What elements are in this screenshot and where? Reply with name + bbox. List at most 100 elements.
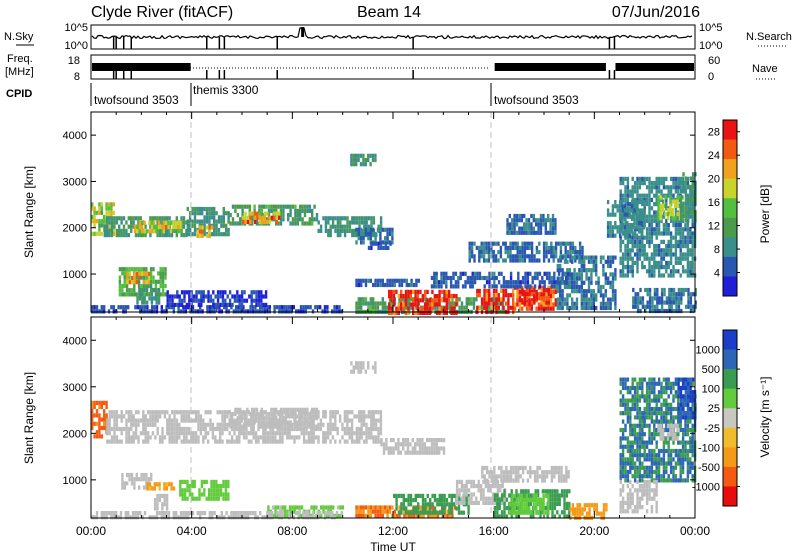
nsky-spike bbox=[301, 27, 305, 37]
power-region-30 bbox=[606, 200, 646, 238]
power-colorbar: 4 8 12 16 20 24 28 bbox=[708, 119, 740, 297]
velocity-y-axis: 1000 2000 3000 4000 bbox=[63, 335, 695, 487]
power-region-3 bbox=[186, 206, 230, 237]
time-axis-labels: 00:00 04:00 08:00 12:00 16:00 20:00 00:00 bbox=[76, 524, 710, 538]
power-y-axis: 1000 2000 3000 4000 bbox=[63, 130, 695, 281]
beam-label: Beam 14 bbox=[357, 4, 421, 21]
power-colorbar-tick-label-6: 28 bbox=[708, 127, 720, 139]
power-region-25 bbox=[350, 153, 377, 167]
velocity-colorbar-swatch-6 bbox=[723, 447, 737, 468]
velocity-region-15 bbox=[481, 465, 570, 483]
velocity-colorbar-swatch-2 bbox=[723, 369, 737, 390]
power-region-2 bbox=[133, 220, 182, 234]
freq-tick-top: 18 bbox=[68, 55, 80, 67]
velocity-region-6 bbox=[153, 493, 169, 511]
velocity-colorbar-tick-label-5: -100 bbox=[698, 442, 720, 454]
power-region-12 bbox=[136, 287, 161, 305]
power-colorbar-tick-label-0: 4 bbox=[714, 268, 720, 280]
cpid-segment-3: twofsound 3503 bbox=[494, 93, 579, 107]
power-heatmap bbox=[91, 153, 697, 315]
power-region-9 bbox=[367, 241, 392, 250]
power-region-11 bbox=[126, 271, 151, 285]
freq-panel-frame bbox=[90, 54, 696, 80]
velocity-colorbar-tick-label-3: 25 bbox=[708, 403, 720, 415]
velocity-colorbar-swatch-5 bbox=[723, 427, 737, 448]
freq-band-1 bbox=[494, 63, 606, 71]
velocity-ytick-label-3: 4000 bbox=[63, 335, 87, 347]
velocity-colorbar-frame bbox=[722, 329, 738, 507]
power-colorbar-frame bbox=[722, 119, 738, 297]
xtick-label-0: 00:00 bbox=[76, 524, 106, 538]
nsky-tick-top: 10^5 bbox=[64, 22, 88, 34]
freq-band-2 bbox=[615, 63, 694, 71]
nsearch-tick-bottom: 10^0 bbox=[699, 40, 723, 52]
noise-panel-frame bbox=[90, 24, 696, 50]
date-label: 07/Jun/2016 bbox=[612, 4, 700, 21]
power-ytick-label-3: 4000 bbox=[63, 130, 87, 142]
power-region-16 bbox=[388, 289, 458, 315]
site-title: Clyde River (fitACF) bbox=[91, 4, 233, 21]
velocity-colorbar: 1000 500 100 25 -25 -100 -500 -1000 bbox=[692, 329, 740, 507]
velocity-colorbar-tick-label-1: 500 bbox=[702, 364, 720, 376]
cpid-segment-2: themis 3300 bbox=[193, 83, 259, 97]
power-region-13 bbox=[91, 305, 343, 314]
nsky-label: N.Sky bbox=[4, 31, 34, 43]
velocity-region-4 bbox=[121, 472, 153, 490]
power-colorbar-swatch-2 bbox=[723, 159, 737, 180]
velocity-region-16 bbox=[350, 361, 377, 374]
nsky-tick-bottom: 10^0 bbox=[64, 40, 88, 52]
power-ytick-label-0: 1000 bbox=[63, 269, 87, 281]
xtick-label-5: 20:00 bbox=[579, 524, 609, 538]
power-ytick-label-1: 2000 bbox=[63, 223, 87, 235]
xtick-label-6: 00:00 bbox=[680, 524, 710, 538]
power-colorbar-tick-label-1: 8 bbox=[714, 244, 720, 256]
power-colorbar-swatch-5 bbox=[723, 217, 737, 238]
power-colorbar-swatch-1 bbox=[723, 139, 737, 160]
velocity-ytick-label-1: 2000 bbox=[63, 428, 87, 440]
velocity-ylabel: Slant Range [km] bbox=[22, 372, 36, 464]
velocity-colorbar-swatch-4 bbox=[723, 408, 737, 429]
power-colorbar-tick-label-2: 12 bbox=[708, 221, 720, 233]
freq-label-line1: Freq. bbox=[7, 53, 33, 65]
power-region-7 bbox=[317, 216, 383, 238]
freq-tick-bottom: 8 bbox=[74, 71, 80, 83]
cpid-label: CPID bbox=[6, 88, 32, 100]
power-colorbar-swatch-0 bbox=[723, 120, 737, 141]
velocity-region-13 bbox=[508, 493, 550, 515]
velocity-colorbar-swatch-7 bbox=[723, 466, 737, 487]
power-region-4 bbox=[196, 225, 214, 238]
power-colorbar-swatch-3 bbox=[723, 178, 737, 199]
power-region-14 bbox=[166, 290, 268, 307]
velocity-colorbar-tick-label-7: -1000 bbox=[692, 481, 720, 493]
velocity-colorbar-tick-label-0: 1000 bbox=[696, 345, 720, 357]
power-colorbar-tick-label-3: 16 bbox=[708, 197, 720, 209]
velocity-x-axis bbox=[90, 317, 696, 518]
velocity-region-20 bbox=[619, 479, 658, 514]
velocity-ytick-label-2: 3000 bbox=[63, 382, 87, 394]
velocity-region-10 bbox=[393, 493, 470, 515]
velocity-region-18 bbox=[657, 424, 679, 441]
power-region-23 bbox=[506, 213, 557, 235]
velocity-region-3 bbox=[380, 438, 446, 455]
power-region-19 bbox=[518, 287, 550, 305]
nave-tick-top: 60 bbox=[708, 55, 720, 67]
xtick-label-2: 08:00 bbox=[277, 524, 307, 538]
freq-band-0 bbox=[92, 63, 191, 71]
xtick-label-1: 04:00 bbox=[177, 524, 207, 538]
cpid-segment-1: twofsound 3503 bbox=[94, 93, 179, 107]
velocity-colorbar-swatch-8 bbox=[723, 486, 737, 507]
power-colorbar-label: Power [dB] bbox=[758, 185, 772, 244]
velocity-region-5 bbox=[146, 482, 176, 491]
power-region-6 bbox=[242, 211, 281, 225]
power-colorbar-swatch-4 bbox=[723, 198, 737, 219]
velocity-region-14 bbox=[569, 503, 608, 520]
nsky-dropouts bbox=[112, 27, 616, 49]
xtick-label-4: 16:00 bbox=[479, 524, 509, 538]
velocity-colorbar-tick-label-4: -25 bbox=[704, 423, 720, 435]
nave-tick-bottom: 0 bbox=[708, 71, 714, 83]
power-region-24 bbox=[556, 255, 617, 311]
power-ylabel: Slant Range [km] bbox=[22, 166, 36, 258]
velocity-ytick-label-0: 1000 bbox=[63, 475, 87, 487]
nave-label: Nave bbox=[752, 63, 778, 75]
